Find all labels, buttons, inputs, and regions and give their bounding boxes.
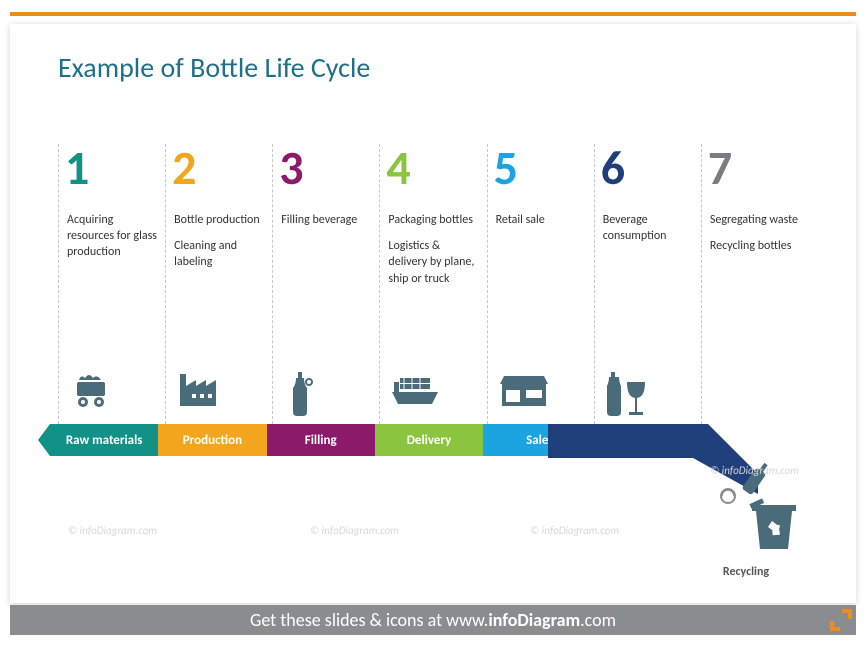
cart-icon <box>69 370 129 418</box>
stage-description: Beverage consumption <box>603 212 693 244</box>
stage-number: 7 <box>708 144 800 192</box>
store-icon <box>498 370 558 418</box>
glass-icon <box>605 370 665 418</box>
stage-number: 5 <box>494 144 586 192</box>
ribbon-segment: Production <box>158 424 266 456</box>
bottle-icon <box>283 370 343 418</box>
stage-number: 2 <box>172 144 264 192</box>
stage-description: Packaging bottlesLogistics & delivery by… <box>388 212 478 287</box>
footer-corner-icon <box>826 605 856 635</box>
ribbon-segment: Filling <box>267 424 375 456</box>
stage-description: Filling beverage <box>281 212 371 228</box>
stage-column: 4 Packaging bottlesLogistics & delivery b… <box>379 144 486 424</box>
watermark: © infoDiagram.com <box>310 524 399 537</box>
stage-description: Acquiring resources for glass production <box>67 212 157 261</box>
stage-description: Segregating wasteRecycling bottles <box>710 212 800 254</box>
slide-canvas: Example of Bottle Life Cycle 1 Acquiring … <box>10 24 856 603</box>
watermark: © infoDiagram.com <box>68 524 157 537</box>
stages-row: 1 Acquiring resources for glass productio… <box>58 144 808 424</box>
stage-ribbon: Raw materialsProductionFillingDeliverySa… <box>50 424 808 456</box>
stage-number: 6 <box>601 144 693 192</box>
stage-column: 6 Beverage consumption <box>594 144 701 424</box>
footer-bar: Get these slides & icons at www. infoDia… <box>10 605 856 635</box>
stage-description: Bottle productionCleaning and labeling <box>174 212 264 271</box>
ribbon-segment: Sale <box>483 424 591 456</box>
stage-column: 3 Filling beverage <box>272 144 379 424</box>
stage-column: 2 Bottle productionCleaning and labeling <box>165 144 272 424</box>
stage-number: 3 <box>279 144 371 192</box>
watermark: © infoDiagram.com <box>710 464 799 477</box>
slide-title: Example of Bottle Life Cycle <box>58 50 370 85</box>
factory-icon <box>176 370 236 418</box>
stage-number: 1 <box>65 144 157 192</box>
footer-suffix: .com <box>580 609 616 631</box>
stage-description: Retail sale <box>496 212 586 228</box>
ribbon-segment: Delivery <box>375 424 483 456</box>
footer-prefix: Get these slides & icons at www. <box>250 609 488 631</box>
stage-column: 7 Segregating wasteRecycling bottles <box>701 144 808 424</box>
recycling-label: Recycling <box>686 565 806 579</box>
ribbon-segment: Raw materials <box>50 424 158 456</box>
stage-column: 5 Retail sale <box>487 144 594 424</box>
top-accent-bar <box>10 12 856 16</box>
stage-number: 4 <box>386 144 478 192</box>
stage-column: 1 Acquiring resources for glass productio… <box>58 144 165 424</box>
ship-icon <box>390 370 450 418</box>
footer-bold: infoDiagram <box>488 609 580 631</box>
watermark: © infoDiagram.com <box>530 524 619 537</box>
